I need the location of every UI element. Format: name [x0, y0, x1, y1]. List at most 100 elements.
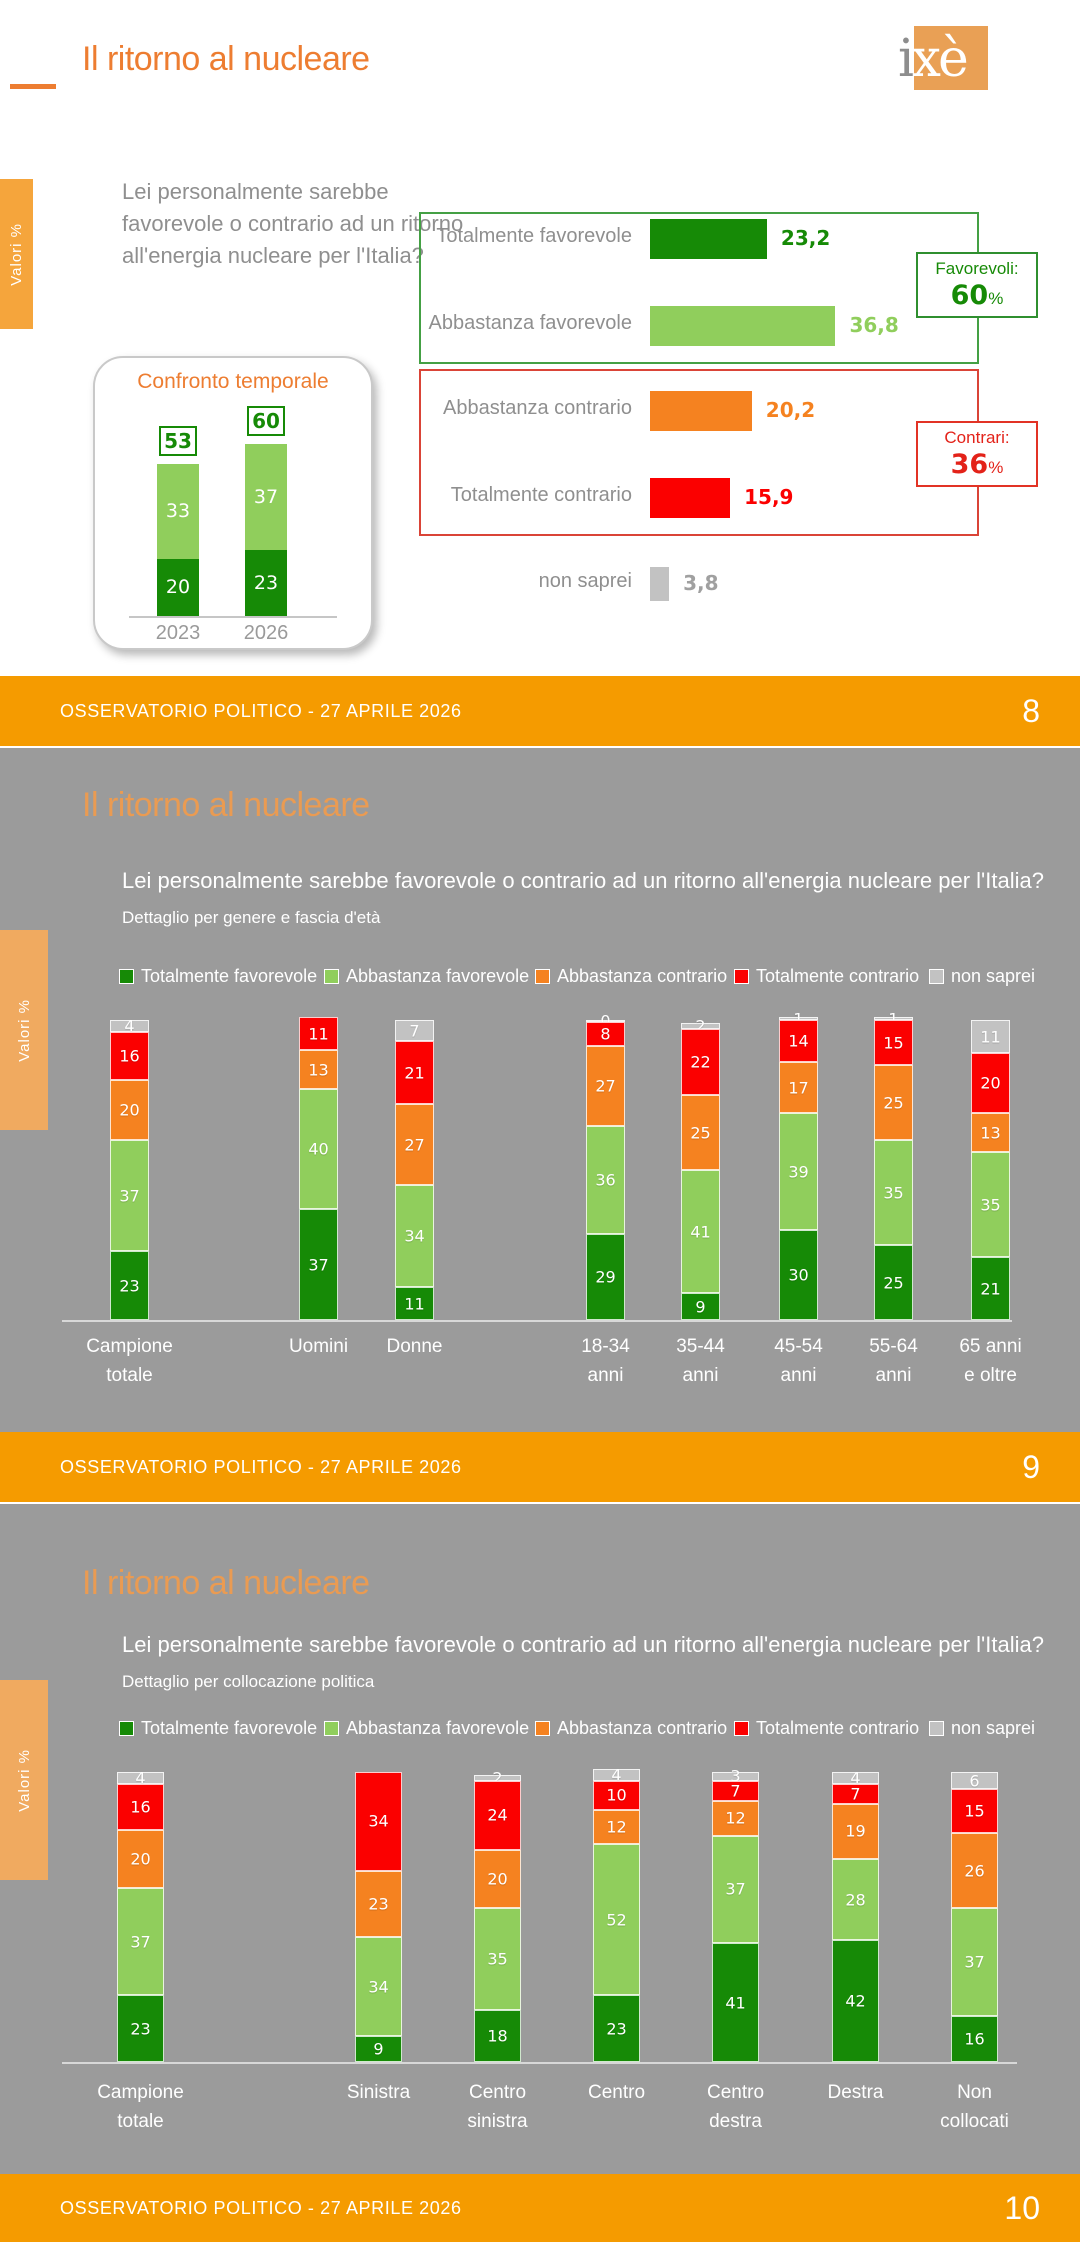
bar-segment: 18 [474, 2009, 521, 2062]
segment-value: 34 [368, 1811, 389, 1831]
bar-segment: 37 [712, 1835, 759, 1944]
confronto-title: Confronto temporale [137, 370, 329, 393]
axis-category-label: 2023 [155, 622, 201, 644]
segment-value: 39 [788, 1162, 809, 1181]
stacked-bar: 2 24 20 35 18 [474, 1768, 521, 2062]
segment-value: 22 [690, 1052, 711, 1072]
legend-label: non saprei [951, 1718, 1036, 1738]
bar-segment: 20 [157, 558, 199, 616]
axis-category-label: Centro destra [706, 2082, 765, 2133]
segment-value: 23 [606, 2019, 627, 2039]
segment-value: 0 [600, 1011, 611, 1031]
bar-segment: 4 [593, 1765, 640, 1784]
legend-item: non saprei [929, 1718, 1035, 1739]
axis-category-label: 35-44 anni [676, 1336, 725, 1387]
legend-swatch [929, 969, 944, 984]
bar-segment: 21 [395, 1041, 434, 1104]
favorevoli-badge: Favorevoli: 60% [916, 252, 1038, 318]
segment-value: 9 [695, 1297, 706, 1316]
segment-value: 11 [404, 1294, 425, 1313]
category-label: Totalmente favorevole [436, 225, 632, 247]
bar-segment: 8 [586, 1022, 625, 1046]
segment-value: 34 [368, 1977, 389, 1997]
bar-segment: 52 [593, 1844, 640, 1996]
bar-segment: 16 [110, 1032, 149, 1080]
legend-label: Abbastanza contrario [557, 966, 728, 986]
bar-segment: 16 [951, 2015, 998, 2062]
logo-background [914, 26, 988, 90]
question-line: all'energia nucleare per l'Italia? [122, 242, 424, 268]
segment-value: 37 [119, 1186, 140, 1205]
segment-value: 35 [883, 1183, 904, 1202]
legend-swatch [734, 969, 749, 984]
legend-item: Abbastanza favorevole [324, 1718, 529, 1739]
bar-segment: 2 [681, 1017, 720, 1036]
bar-segment: 13 [971, 1113, 1010, 1152]
stacked-bar: 3 7 12 37 41 [712, 1767, 759, 2062]
segment-value: 4 [850, 1768, 861, 1788]
segment-value: 27 [404, 1135, 425, 1154]
legend-item: Abbastanza contrario [535, 966, 727, 987]
segment-value: 16 [964, 2029, 985, 2049]
value-label: 20,2 [765, 398, 816, 422]
bar-segment: 4 [110, 1017, 149, 1036]
bar-segment: 35 [874, 1140, 913, 1245]
segment-value: 12 [606, 1817, 627, 1837]
bar-segment: 40 [299, 1089, 338, 1209]
legend-item: Totalmente contrario [734, 1718, 919, 1739]
stacked-bar: 11 13 40 37 [299, 1017, 338, 1320]
chart-legend: Totalmente favorevole Abbastanza favorevo… [0, 748, 1080, 1432]
segment-value: 21 [404, 1063, 425, 1082]
stacked-bar: 7 21 27 34 11 [395, 1020, 434, 1320]
segment-value: 9 [373, 2039, 384, 2059]
detail-subtitle: Dettaglio per genere e fascia d'età [122, 908, 381, 927]
axis-category-label: Campione totale [97, 2082, 184, 2133]
bar-segment: 13 [299, 1050, 338, 1089]
segment-value: 8 [600, 1024, 611, 1044]
axis-category-label: 45-54 anni [774, 1336, 823, 1387]
bar-segment: 11 [395, 1287, 434, 1320]
bar-segment: 25 [874, 1245, 913, 1320]
axis-category-label: 55-64 anni [869, 1336, 918, 1387]
footer-slide-10: OSSERVATORIO POLITICO - 27 APRILE 2026 1… [0, 2174, 1080, 2242]
segment-value: 12 [725, 1808, 746, 1828]
contrari-badge: Contrari: 36% [916, 421, 1038, 487]
percent-sign: % [988, 289, 1004, 308]
contrari-label: Contrari: [944, 428, 1010, 447]
segment-value: 17 [788, 1078, 809, 1097]
page-title: Il ritorno al nucleare [82, 40, 370, 78]
bar-segment: 34 [355, 1937, 402, 2036]
slide-divider [0, 746, 1080, 748]
contrari-number: 36 [950, 449, 989, 480]
legend-swatch [734, 1721, 749, 1736]
percent-sign: % [988, 458, 1004, 477]
contrari-value: 36% [951, 449, 1004, 480]
bar-segment: 25 [874, 1065, 913, 1140]
bar-segment: 37 [245, 443, 287, 550]
legend-item: Abbastanza favorevole [324, 966, 529, 987]
segment-value: 37 [130, 1932, 151, 1952]
axis-category-label: 18-34 anni [581, 1336, 630, 1387]
x-axis-line [129, 616, 337, 618]
bar-segment: 23 [110, 1251, 149, 1320]
bar-segment: 27 [586, 1045, 625, 1127]
bar-segment: 37 [110, 1140, 149, 1251]
segment-value: 16 [119, 1046, 140, 1066]
segment-value: 20 [487, 1869, 508, 1889]
legend-label: Abbastanza favorevole [346, 966, 530, 986]
page-number: 10 [1004, 2189, 1040, 2226]
bar-segment: 17 [779, 1062, 818, 1113]
confronto-chart: 20 33 53 2023 23 37 60 2026 [95, 358, 371, 648]
stacked-bar-chart-genere-eta: 4 16 20 37 23 Campione totale 11 13 40 37 Uomini 7 2… [0, 748, 1080, 1432]
legend-swatch [324, 969, 339, 984]
bar-segment: 41 [712, 1943, 759, 2062]
segment-value: 34 [404, 1226, 425, 1246]
segment-value: 16 [130, 1797, 151, 1817]
segment-value: 40 [308, 1139, 329, 1159]
stacked-bar: 0 8 27 36 29 [586, 1012, 625, 1320]
stacked-bar: 1 14 17 39 30 [779, 1009, 818, 1320]
bar-segment: 20 [971, 1053, 1010, 1113]
bar-segment: 9 [355, 2035, 402, 2062]
bar-segment: 22 [681, 1029, 720, 1095]
bar-segment: 12 [712, 1800, 759, 1836]
